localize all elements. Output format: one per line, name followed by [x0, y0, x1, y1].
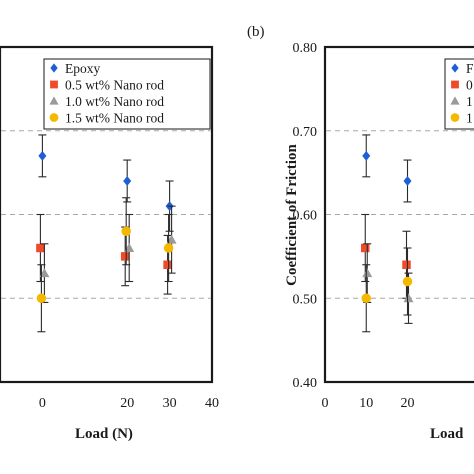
- data-point: [163, 260, 172, 269]
- data-point: [361, 293, 371, 303]
- series-1-5-wt-nano-rod: [36, 197, 174, 333]
- y-tick-label: 0.80: [293, 41, 318, 56]
- x-tick-label: 0: [39, 396, 46, 411]
- legend-marker: [49, 113, 59, 122]
- x-axis-title: Load: [430, 426, 464, 442]
- legend-marker: [450, 113, 460, 122]
- data-point: [121, 226, 131, 236]
- x-tick-label: 30: [163, 396, 177, 411]
- panel-label: (b): [247, 24, 265, 40]
- data-point: [36, 293, 47, 303]
- x-tick-label: 40: [205, 396, 219, 411]
- legend-marker: [451, 63, 459, 73]
- data-point: [402, 276, 413, 287]
- data-point: [403, 293, 414, 303]
- panel-b-chart: 0.400.500.600.700.800 10 20LoadCoefficient…: [247, 24, 474, 442]
- legend-marker: [49, 96, 59, 105]
- data-point: [123, 176, 132, 186]
- legend-label: 0.5 wt% Nano rod: [65, 78, 164, 93]
- data-point: [362, 150, 371, 161]
- y-tick-label: 0.60: [293, 209, 318, 224]
- series-0-5-wt-nano-rod: [36, 213, 172, 295]
- y-tick-label: 0.70: [293, 125, 318, 140]
- y-tick-label: 0.50: [293, 292, 318, 307]
- data-point: [403, 176, 412, 186]
- legend-label: 1: [466, 111, 473, 126]
- y-axis-title: Coefficient of Friction: [284, 144, 300, 286]
- legend-label: F: [466, 61, 474, 76]
- legend-label: 1.0 wt% Nano rod: [65, 94, 164, 109]
- series-marker-circle: [361, 247, 413, 333]
- data-point: [361, 243, 370, 253]
- data-point: [120, 252, 130, 261]
- legend-label: 0: [466, 78, 473, 93]
- x-tick-label: 0: [322, 396, 329, 411]
- y-tick-label: 0.40: [293, 376, 318, 391]
- legend-marker: [50, 80, 58, 89]
- panel-a-chart: 0 20 30 40 Load (N) Epoxy 0.5 wt% Nano rod1.0 …: [0, 45, 219, 442]
- data-point: [163, 243, 174, 253]
- legend-marker: [50, 63, 58, 73]
- data-point: [36, 243, 45, 253]
- data-point: [402, 260, 411, 269]
- legend-label: Epoxy: [65, 61, 100, 76]
- x-tick-label: 20: [401, 396, 415, 411]
- series-marker-square: [361, 213, 411, 299]
- data-point: [38, 150, 47, 161]
- legend-box: [444, 58, 474, 130]
- x-axis-title: Load (N): [75, 426, 133, 442]
- legend-label: 1.5 wt% Nano rod: [65, 111, 164, 126]
- x-tick-label: 10: [359, 396, 373, 411]
- legend-box: [43, 58, 211, 130]
- data-point: [362, 268, 373, 278]
- legend-label: 1: [466, 94, 473, 109]
- legend-marker: [450, 96, 460, 105]
- legend-marker: [451, 80, 459, 89]
- series-marker-diamond: [362, 134, 412, 203]
- x-tick-label: 20: [120, 396, 134, 411]
